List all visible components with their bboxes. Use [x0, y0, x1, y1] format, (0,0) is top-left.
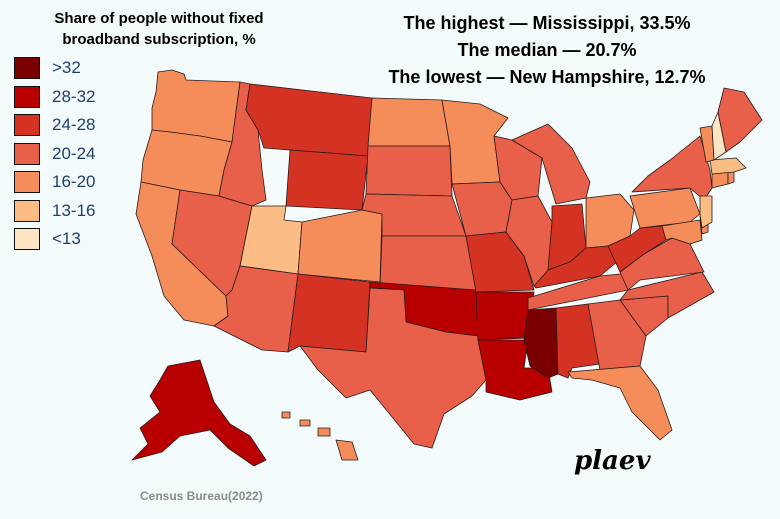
state-ND [367, 97, 451, 147]
stat-highest: The highest — Mississippi, 33.5% [403, 13, 691, 33]
legend-item: 24-28 [14, 111, 95, 140]
source-credit: Census Bureau(2022) [140, 489, 263, 503]
state-PA [629, 187, 701, 229]
legend-item: 20-24 [14, 140, 95, 169]
legend-swatch [14, 114, 40, 137]
state-KS [379, 235, 477, 291]
legend-swatch [14, 228, 40, 251]
stat-median: The median — 20.7% [457, 40, 637, 60]
state-AK [131, 359, 267, 467]
state-MS [523, 307, 559, 379]
legend-swatch [14, 171, 40, 194]
state-SD [365, 145, 453, 197]
stats-box: The highest — Mississippi, 33.5% The med… [352, 10, 742, 91]
legend-item: <13 [14, 225, 95, 254]
state-NY [631, 135, 713, 201]
state-CT [711, 171, 729, 189]
legend-swatch [14, 199, 40, 222]
legend-title: Share of people without fixed broadband … [14, 8, 304, 50]
state-RI [727, 171, 735, 185]
state-ME [717, 87, 763, 153]
state-NM [287, 273, 371, 353]
legend-label: 28-32 [52, 86, 96, 106]
state-GA [587, 299, 647, 371]
state-TX [299, 287, 487, 449]
legend-swatch [14, 57, 40, 80]
stat-lowest: The lowest — New Hampshire, 12.7% [388, 67, 706, 87]
legend-label: 16-20 [52, 172, 96, 192]
legend-swatch [14, 85, 40, 108]
legend-item: >32 [14, 54, 95, 83]
legend-label: 24-28 [52, 115, 96, 135]
legend-label: 20-24 [52, 143, 96, 163]
legend-title-line2: broadband subscription, % [62, 31, 256, 48]
state-NJ [699, 195, 713, 229]
legend-item: 28-32 [14, 83, 95, 112]
state-CO [297, 209, 383, 283]
state-MT [245, 83, 373, 157]
state-FL [567, 365, 673, 441]
legend-label: >32 [52, 58, 81, 78]
legend-item: 13-16 [14, 197, 95, 226]
legend-swatch [14, 142, 40, 165]
legend-item: 16-20 [14, 168, 95, 197]
state-WY [285, 149, 369, 211]
state-MA [709, 157, 747, 175]
legend-title-line1: Share of people without fixed [54, 10, 264, 27]
state-HI [281, 411, 359, 461]
legend-label: 13-16 [52, 200, 96, 220]
legend: >32 28-32 24-28 20-24 16-20 13-16 <13 [14, 54, 95, 254]
legend-label: <13 [52, 229, 81, 249]
author-signature: plaev [574, 446, 651, 476]
state-MD [661, 219, 703, 245]
